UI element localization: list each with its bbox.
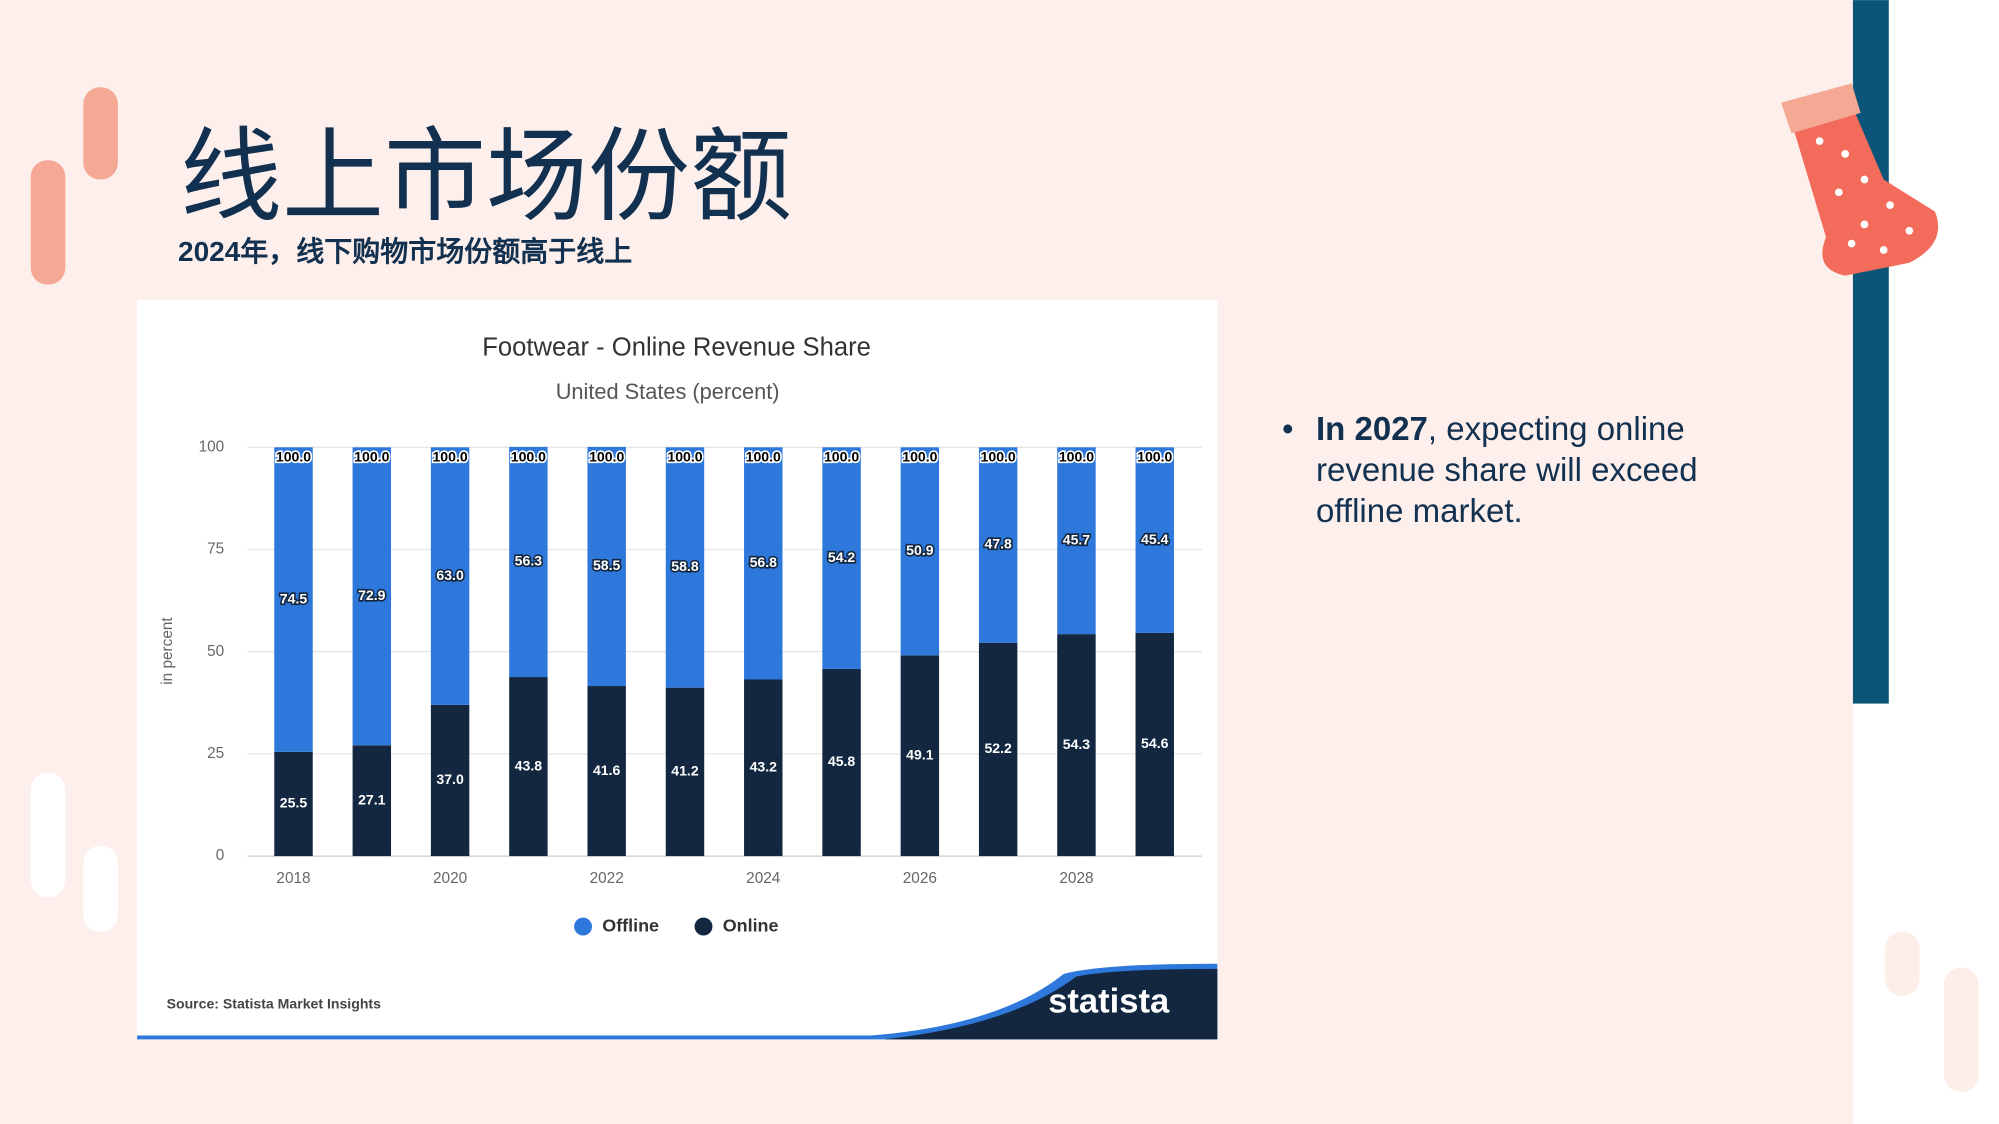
bar-segment: [587, 686, 626, 857]
bar-segment: [430, 704, 470, 857]
value-label: 49.1: [906, 746, 934, 762]
footer-band: [884, 968, 1218, 1040]
value-label: 43.2: [750, 759, 778, 775]
value-label: 25.5: [280, 795, 308, 811]
bullet-bold: In 2027: [1316, 410, 1428, 447]
y-tick-label: 50: [207, 643, 224, 660]
bar-segment: [744, 679, 783, 857]
value-label: 56.3: [515, 553, 543, 569]
chart-subtitle: United States (percent): [556, 379, 780, 404]
value-label: 45.4: [1141, 531, 1169, 547]
bar-segment: [352, 745, 392, 857]
value-label: 63.0: [436, 567, 464, 583]
value-label: 52.2: [984, 740, 1012, 756]
bar-segment: [274, 447, 313, 752]
legend-label: Offline: [602, 915, 659, 935]
legend-marker: [694, 917, 713, 936]
value-label: 100.0: [981, 448, 1016, 464]
pill: [83, 87, 118, 180]
value-label: 100.0: [354, 448, 389, 464]
pill: [30, 160, 66, 285]
x-tick-label: 2028: [1059, 870, 1093, 887]
bar-segment: [1135, 447, 1174, 633]
value-label: 100.0: [824, 448, 859, 464]
bullet-dot: •: [1282, 410, 1294, 447]
pill: [30, 772, 66, 898]
value-label: 100.0: [511, 448, 546, 464]
bar-segment: [430, 447, 470, 705]
value-label: 74.5: [280, 590, 308, 606]
y-tick-label: 25: [207, 745, 224, 762]
value-label: 58.5: [593, 557, 621, 573]
slide-title: 线上市场份额: [180, 118, 792, 237]
bar-segment: [352, 447, 392, 746]
value-label: 100.0: [746, 448, 781, 464]
bar-segment: [822, 668, 861, 857]
value-label: 100.0: [667, 448, 702, 464]
pill: [83, 845, 118, 932]
bar-segment: [509, 677, 548, 857]
x-tick-label: 2018: [276, 870, 310, 887]
logo: statista: [1048, 983, 1170, 1021]
value-label: 54.3: [1063, 736, 1091, 752]
value-label: 100.0: [1137, 448, 1172, 464]
value-label: 45.8: [828, 753, 856, 769]
value-label: 27.1: [358, 791, 386, 807]
value-label: 100.0: [1059, 448, 1094, 464]
sock-icon: [1781, 83, 1939, 276]
bar-segment: [665, 447, 705, 688]
value-label: 50.9: [906, 542, 934, 558]
chart-title: Footwear - Online Revenue Share: [482, 333, 871, 361]
bullet-text: , expecting online revenue share will ex…: [1316, 410, 1698, 529]
bar-segment: [587, 446, 626, 687]
value-label: 41.2: [671, 763, 699, 779]
x-tick-label: 2026: [903, 870, 937, 887]
value-label: 56.8: [750, 554, 778, 570]
bar-segment: [744, 447, 783, 680]
slide-subtitle: 2024年，线下购物市场份额高于线上: [178, 236, 633, 267]
value-label: 47.8: [984, 536, 1012, 552]
bar-segment: [665, 687, 705, 857]
value-label: 37.0: [436, 771, 464, 787]
y-tick-label: 75: [207, 541, 224, 558]
pill: [1943, 967, 1979, 1092]
x-tick-label: 2024: [746, 870, 781, 887]
legend-marker: [574, 917, 593, 936]
value-label: 41.6: [593, 762, 621, 778]
bullet: • In 2027, expecting online revenue share…: [1282, 408, 1786, 531]
bar-segment: [274, 751, 313, 857]
pill: [1884, 931, 1920, 996]
bar-segment: [900, 655, 940, 857]
value-label: 43.8: [515, 757, 543, 773]
side-bar: [1852, 0, 1889, 704]
bar-segment: [900, 447, 940, 656]
bar-segment: [509, 446, 548, 678]
value-label: 45.7: [1063, 531, 1091, 547]
bar-segment: [1057, 634, 1096, 857]
value-label: 100.0: [902, 448, 937, 464]
value-label: 100.0: [276, 448, 311, 464]
legend-label: Online: [723, 915, 779, 935]
x-tick-label: 2020: [433, 870, 467, 887]
value-label: 58.8: [671, 558, 699, 574]
x-tick-label: 2022: [590, 870, 624, 887]
y-axis-label: in percent: [159, 617, 176, 685]
bar-segment: [1057, 447, 1096, 635]
value-label: 54.2: [828, 549, 856, 565]
y-tick-label: 100: [199, 438, 225, 455]
bar-segment: [978, 447, 1018, 643]
bar-segment: [978, 642, 1018, 857]
bar-segment: [1135, 632, 1174, 857]
source: Source: Statista Market Insights: [167, 995, 382, 1011]
bar-segment: [822, 447, 861, 669]
value-label: 54.6: [1141, 735, 1169, 751]
value-label: 100.0: [589, 448, 624, 464]
value-label: 72.9: [358, 587, 386, 603]
value-label: 100.0: [432, 448, 467, 464]
y-tick-label: 0: [216, 847, 225, 864]
